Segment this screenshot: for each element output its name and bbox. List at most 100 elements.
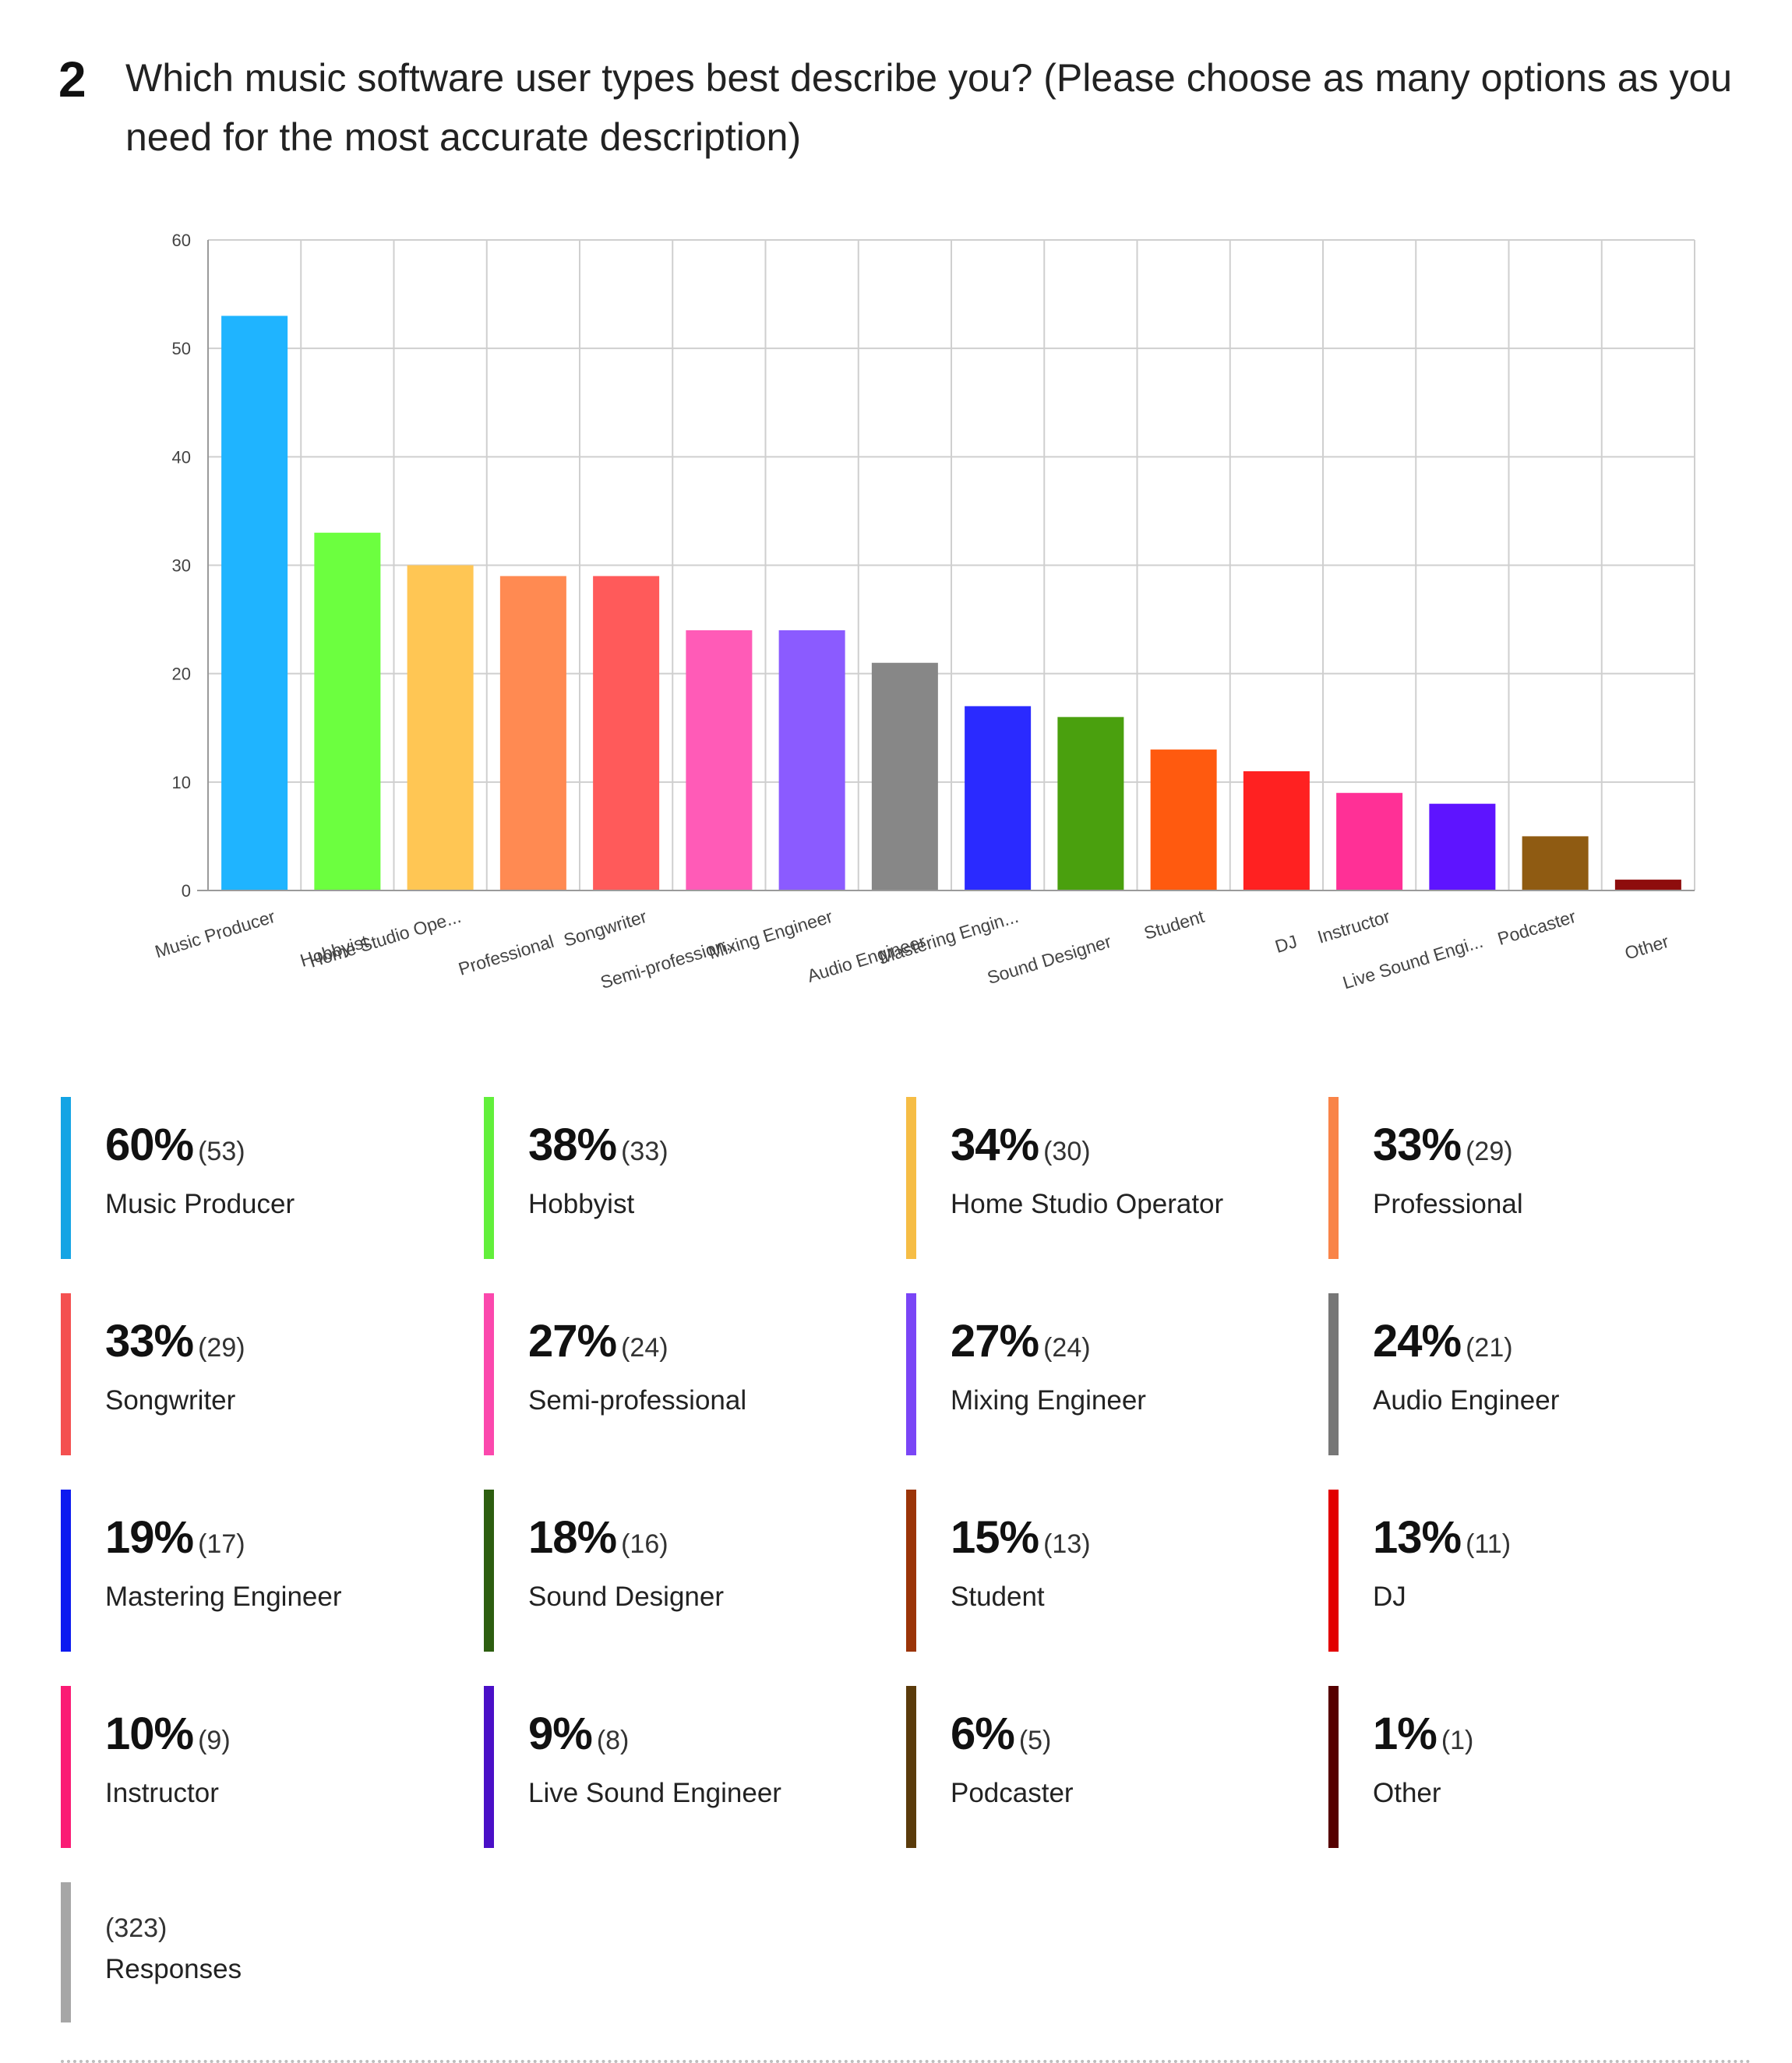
stat-card: 33% (29) Songwriter — [61, 1293, 466, 1455]
x-tick-label: Professional — [456, 931, 556, 979]
x-tick-label: Songwriter — [561, 906, 649, 950]
stat-figures: 18% (16) — [528, 1511, 668, 1564]
stat-count: (5) — [1018, 1726, 1052, 1755]
stat-figures: 13% (11) — [1373, 1511, 1511, 1564]
stat-card: 10% (9) Instructor — [61, 1686, 466, 1848]
bar-semi-professional — [686, 630, 753, 890]
stat-percent: 27% — [951, 1316, 1039, 1367]
stat-card: 18% (16) Sound Designer — [484, 1490, 889, 1652]
x-tick-label: Student — [1141, 906, 1207, 943]
stat-label: Songwriter — [105, 1385, 236, 1416]
stat-count: (16) — [621, 1529, 668, 1559]
stat-percent: 13% — [1373, 1512, 1462, 1563]
stat-figures: 33% (29) — [1373, 1119, 1513, 1171]
stat-card: 24% (21) Audio Engineer — [1328, 1293, 1734, 1455]
bar-mixing-engineer — [778, 630, 845, 890]
stat-card: 15% (13) Student — [906, 1490, 1311, 1652]
stat-label: Hobbyist — [528, 1189, 635, 1219]
x-tick-label: Instructor — [1315, 906, 1393, 947]
stat-figures: 27% (24) — [528, 1315, 668, 1367]
stat-count: (1) — [1441, 1726, 1474, 1755]
responses-count: (323) — [105, 1913, 168, 1943]
stat-percent: 6% — [951, 1709, 1015, 1759]
stat-card: 13% (11) DJ — [1328, 1490, 1734, 1652]
bar-other — [1614, 880, 1681, 890]
stat-percent: 9% — [528, 1709, 593, 1759]
x-tick-label: DJ — [1272, 931, 1299, 957]
y-tick-label: 10 — [172, 773, 191, 792]
stat-percent: 18% — [528, 1512, 617, 1563]
bar-home-studio-operator — [407, 565, 474, 890]
stat-figures: 60% (53) — [105, 1119, 245, 1171]
stat-label: Music Producer — [105, 1189, 295, 1219]
stat-figures: 6% (5) — [951, 1708, 1051, 1760]
stat-percent: 24% — [1373, 1316, 1462, 1367]
bar-songwriter — [593, 576, 660, 890]
stat-percent: 34% — [951, 1120, 1039, 1170]
stat-count: (29) — [198, 1333, 245, 1363]
y-tick-label: 0 — [182, 881, 191, 901]
bar-instructor — [1336, 792, 1403, 890]
stat-card: 19% (17) Mastering Engineer — [61, 1490, 466, 1652]
stat-count: (53) — [198, 1137, 245, 1166]
stat-percent: 38% — [528, 1120, 617, 1170]
stat-percent: 1% — [1373, 1709, 1437, 1759]
stat-figures: 1% (1) — [1373, 1708, 1473, 1760]
stat-figures: 15% (13) — [951, 1511, 1091, 1564]
stat-count: (33) — [621, 1137, 668, 1166]
x-tick-label: Music Producer — [153, 906, 278, 962]
x-tick-label: Podcaster — [1495, 906, 1579, 949]
bar-student — [1150, 749, 1217, 890]
responses-label: Responses — [105, 1954, 242, 1984]
chart-bars — [221, 316, 1681, 890]
stat-count: (17) — [198, 1529, 245, 1559]
stat-figures: 27% (24) — [951, 1315, 1091, 1367]
stat-figures: 10% (9) — [105, 1708, 231, 1760]
stat-count: (13) — [1043, 1529, 1091, 1559]
stat-percent: 33% — [105, 1316, 194, 1367]
stat-card: 38% (33) Hobbyist — [484, 1097, 889, 1259]
stat-percent: 10% — [105, 1709, 194, 1759]
bar-chart: 0 10 20 30 40 50 60 Music Producer HobbyistHome… — [153, 231, 1695, 993]
stat-card: 1% (1) Other — [1328, 1686, 1734, 1848]
stat-percent: 27% — [528, 1316, 617, 1367]
responses-total: (323) Responses — [61, 1882, 466, 2022]
stat-label: DJ — [1373, 1582, 1406, 1612]
stat-label: Professional — [1373, 1189, 1523, 1219]
stat-label: Other — [1373, 1778, 1441, 1808]
stat-count: (9) — [198, 1726, 231, 1755]
stat-label: Mixing Engineer — [951, 1385, 1146, 1416]
bar-podcaster — [1522, 836, 1589, 890]
stat-count: (21) — [1466, 1333, 1513, 1363]
bar-live-sound-engineer — [1429, 803, 1496, 890]
y-tick-label: 60 — [172, 231, 191, 250]
question-text: Which music software user types best des… — [125, 56, 1733, 159]
responses-figures: (323) — [105, 1913, 167, 1944]
x-tick-label: Home Studio Ope... — [307, 906, 464, 972]
y-tick-label: 20 — [172, 665, 191, 684]
x-tick-label: Other — [1622, 931, 1671, 964]
bar-audio-engineer — [871, 662, 938, 890]
bar-hobbyist — [314, 532, 381, 890]
stat-count: (30) — [1043, 1137, 1091, 1166]
stat-card: 9% (8) Live Sound Engineer — [484, 1686, 889, 1848]
stat-card: 34% (30) Home Studio Operator — [906, 1097, 1311, 1259]
stat-label: Home Studio Operator — [951, 1189, 1224, 1219]
y-tick-label: 50 — [172, 339, 191, 358]
stat-label: Podcaster — [951, 1778, 1074, 1808]
stat-figures: 38% (33) — [528, 1119, 668, 1171]
question-number: 2 — [58, 51, 86, 108]
chart-axes — [197, 240, 1695, 891]
stat-percent: 19% — [105, 1512, 194, 1563]
stat-figures: 19% (17) — [105, 1511, 245, 1564]
stat-card: 27% (24) Semi-professional — [484, 1293, 889, 1455]
y-tick-label: 30 — [172, 556, 191, 576]
stat-label: Semi-professional — [528, 1385, 747, 1416]
stat-count: (11) — [1466, 1529, 1512, 1559]
x-tick-label: Live Sound Engi... — [1340, 931, 1485, 993]
bar-dj — [1243, 771, 1310, 890]
x-tick-label: Sound Designer — [985, 931, 1114, 988]
bar-music-producer — [221, 316, 288, 890]
stat-percent: 33% — [1373, 1120, 1462, 1170]
